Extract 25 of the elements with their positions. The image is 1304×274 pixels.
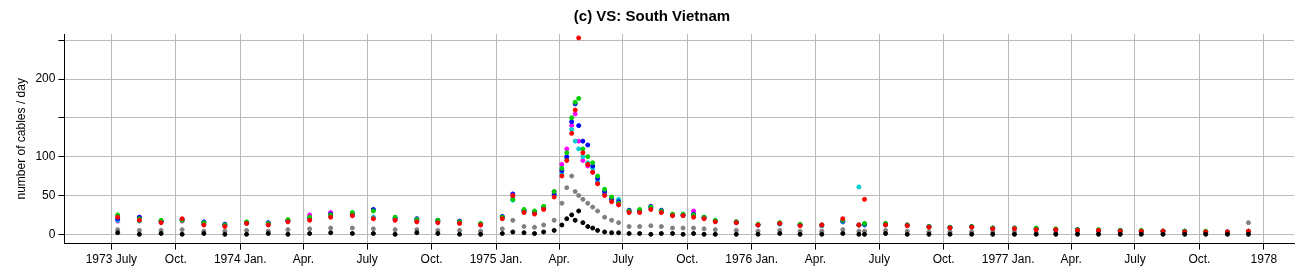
x-tick-label: 1973 July <box>85 252 138 267</box>
y-tick-label: 100 <box>35 148 56 163</box>
x-tick-label: Apr. <box>548 252 570 267</box>
x-tick-label: Apr. <box>292 252 315 267</box>
x-tick-label: Oct. <box>676 252 699 267</box>
y-tick-label: 200 <box>35 71 56 86</box>
x-tick-label: 1977 Jan. <box>981 252 1035 267</box>
x-tick-label: Apr. <box>804 252 827 267</box>
x-tick-label: 1975 Jan. <box>469 252 523 267</box>
y-tick-label: 50 <box>42 187 56 202</box>
x-tick-label: Oct. <box>1188 252 1211 267</box>
x-tick-label: Apr. <box>1060 252 1082 267</box>
chart-title: (c) VS: South Vietnam <box>573 7 731 25</box>
x-tick-label: July <box>612 252 634 267</box>
y-axis-title: number of cables / day <box>13 78 28 200</box>
x-tick-label: 1978 <box>1250 252 1278 267</box>
x-tick-label: Oct. <box>420 252 443 267</box>
x-tick-label: July <box>356 252 378 267</box>
x-tick-label: Oct. <box>164 252 187 267</box>
x-tick-label: 1976 Jan. <box>725 252 779 267</box>
y-tick-label: 0 <box>48 226 56 241</box>
x-tick-label: July <box>1124 252 1146 267</box>
x-tick-label: July <box>868 252 890 267</box>
x-tick-label: 1974 Jan. <box>213 252 267 267</box>
x-tick-label: Oct. <box>932 252 955 267</box>
